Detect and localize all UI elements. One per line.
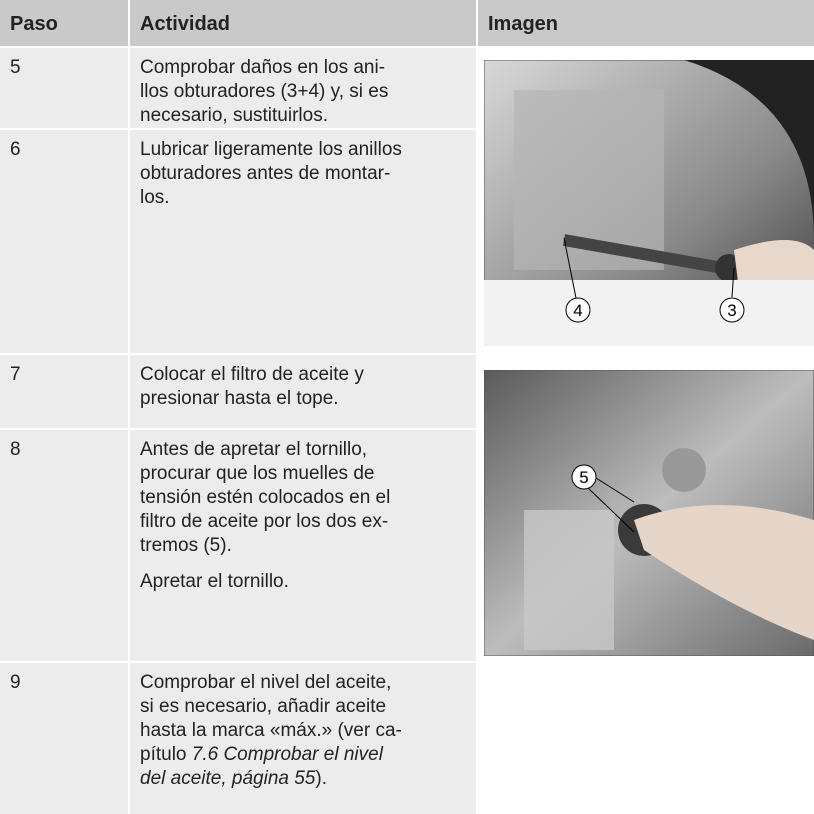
text-line: Comprobar daños en los ani- [140,57,386,78]
header-cell: Actividad [130,0,476,46]
text-line: del aceite, página 55). [140,767,466,791]
text-line: hasta la marca «máx.» (ver ca- [140,720,402,741]
activity-cell: Antes de apretar el tornillo, procurar qu… [130,430,476,661]
step-cell: 5 [0,48,128,128]
text-line: tensión estén colocados en el [140,487,391,508]
step-number: 5 [10,57,21,78]
text-line: Colocar el filtro de aceite y [140,364,364,385]
step-cell: 9 [0,663,128,814]
paragraph: Lubricar ligeramente los anillos obturado… [140,138,466,210]
step-cell: 8 [0,430,128,661]
step-cell: 6 [0,130,128,353]
text-line: presionar hasta el tope. [140,388,339,409]
text-line: Comprobar el nivel del aceite, [140,672,392,693]
text-line: necesario, sustituirlos. [140,105,328,126]
text-line: Lubricar ligeramente los anillos [140,139,402,160]
activity-cell: Colocar el filtro de aceite y presionar h… [130,355,476,428]
callout: 4 [573,301,582,320]
paragraph: Apretar el tornillo. [140,570,466,594]
paragraph: Comprobar el nivel del aceite, si es nece… [140,671,466,791]
text-line: si es necesario, añadir aceite [140,696,387,717]
step-cell: 7 [0,355,128,428]
step-number: 6 [10,139,21,160]
header-cell: Imagen [478,0,814,46]
photo: 5 [484,370,814,656]
activity-cell: Comprobar el nivel del aceite, si es nece… [130,663,476,814]
paragraph: Antes de apretar el tornillo, procurar qu… [140,438,466,558]
text-line: Apretar el tornillo. [140,571,289,592]
callout: 5 [579,468,588,487]
reference: del aceite, página 55 [140,768,316,789]
step-number: 8 [10,439,21,460]
text-line: obturadores antes de montar- [140,163,391,184]
photo: 4 3 [484,60,814,346]
text-line: procurar que los muelles de [140,463,375,484]
reference: 7.6 Comprobar el nivel [191,744,383,765]
text: pítulo [140,744,192,765]
step-number: 9 [10,672,21,693]
paragraph: Colocar el filtro de aceite y presionar h… [140,363,466,411]
activity-cell: Lubricar ligeramente los anillos obturado… [130,130,476,353]
text-line: llos obturadores (3+4) y, si es [140,81,389,102]
text-line: los. [140,187,170,208]
text-line: filtro de aceite por los dos ex- [140,511,389,532]
text-line: Antes de apretar el tornillo, [140,439,368,460]
callout: 3 [727,301,736,320]
paragraph: Comprobar daños en los ani-llos obturado… [140,56,466,128]
header-cell: Paso [0,0,128,46]
step-number: 7 [10,364,21,385]
text: ). [315,768,327,789]
activity-cell: Comprobar daños en los ani-llos obturado… [130,48,476,128]
text-line: pítulo 7.6 Comprobar el nivel [140,743,466,767]
text-line: tremos (5). [140,535,232,556]
